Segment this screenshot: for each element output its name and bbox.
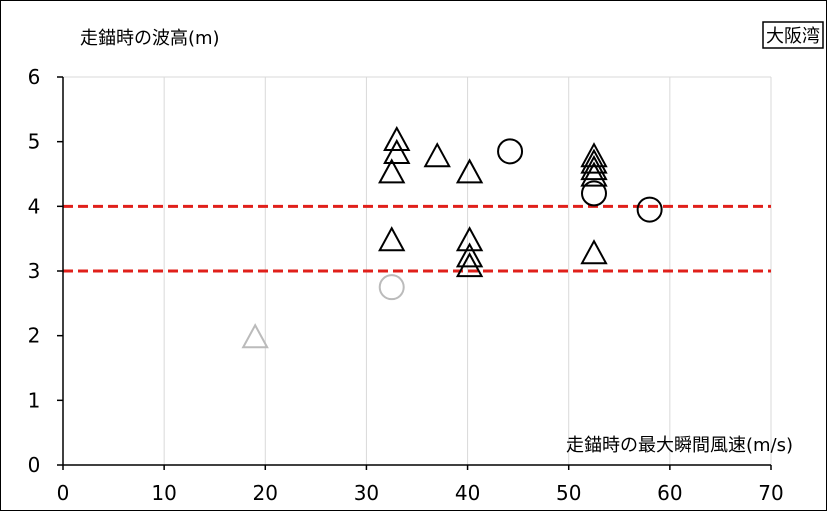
triangle-point-0-12 xyxy=(455,252,484,278)
y-tick-label-3: 3 xyxy=(28,259,41,283)
y-tick-label-6: 6 xyxy=(28,65,41,89)
y-tick-label-4: 4 xyxy=(28,194,41,218)
triangle-point-0-6 xyxy=(580,148,608,174)
y-tick-label-0: 0 xyxy=(28,453,41,477)
x-tick-label-60: 60 xyxy=(657,481,682,505)
triangle-point-0-10 xyxy=(455,226,484,252)
y-tick-label-2: 2 xyxy=(28,324,41,348)
y-tick-label-1: 1 xyxy=(28,388,41,412)
triangle-point-0-8 xyxy=(580,161,608,187)
circle-point-1-1 xyxy=(581,180,607,207)
x-tick-label-0: 0 xyxy=(57,481,70,505)
axes xyxy=(57,76,772,470)
reference-lines xyxy=(63,204,771,273)
x-tick-label-10: 10 xyxy=(151,481,176,505)
triangle-point-0-4 xyxy=(455,158,484,184)
triangle-point-0-9 xyxy=(378,226,406,252)
y-axis-title: 走錨時の波高(m) xyxy=(80,28,220,49)
triangle-point-0-0 xyxy=(383,125,411,152)
triangle-point-0-3 xyxy=(423,142,451,168)
x-tick-label-40: 40 xyxy=(455,481,480,505)
x-axis-title: 走錨時の最大瞬間風速(m/s) xyxy=(566,435,793,456)
region-label: 大阪湾 xyxy=(766,26,820,47)
region-label-box xyxy=(762,21,824,49)
circle-point-1-2 xyxy=(636,196,663,223)
circle-point-3-0 xyxy=(378,274,405,301)
triangle-point-0-13 xyxy=(580,239,608,265)
triangle-point-0-7 xyxy=(580,155,608,181)
triangle-point-0-2 xyxy=(378,158,406,184)
x-tick-label-70: 70 xyxy=(758,481,783,505)
triangle-point-0-11 xyxy=(455,242,484,268)
triangle-point-0-5 xyxy=(580,142,608,168)
triangle-point-2-0 xyxy=(241,323,269,349)
x-tick-label-30: 30 xyxy=(354,481,379,505)
data-points xyxy=(241,125,663,349)
triangle-point-0-1 xyxy=(383,138,411,164)
y-tick-label-5: 5 xyxy=(28,130,41,154)
circle-point-1-0 xyxy=(497,138,524,165)
x-tick-label-50: 50 xyxy=(556,481,581,505)
x-tick-label-20: 20 xyxy=(253,481,278,505)
